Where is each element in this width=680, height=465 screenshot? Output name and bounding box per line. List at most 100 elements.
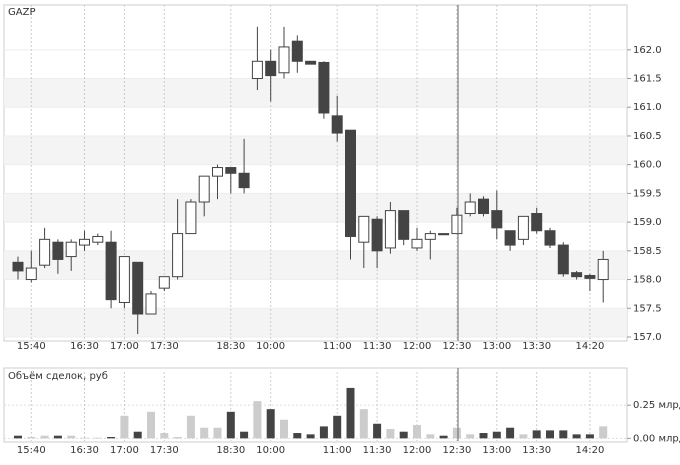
- candle-body: [411, 238, 423, 249]
- candle-body: [39, 238, 51, 266]
- volume-bar: [439, 435, 448, 439]
- candle-body: [504, 230, 516, 246]
- volume-bar: [80, 437, 89, 439]
- x-tick-label: 17:30: [150, 341, 179, 352]
- x-tick-label: 17:30: [150, 445, 179, 456]
- candle-body: [464, 201, 476, 214]
- candle-body: [118, 256, 130, 304]
- x-tick-label: 18:30: [216, 445, 245, 456]
- candle-body: [198, 175, 210, 203]
- candle-body: [571, 272, 583, 278]
- candle-body: [238, 172, 250, 189]
- volume-bar: [293, 433, 302, 439]
- volume-bar: [585, 434, 594, 439]
- x-tick-label: 13:30: [522, 445, 551, 456]
- candle-body: [584, 275, 596, 279]
- volume-bar: [266, 409, 275, 439]
- candle-body: [105, 241, 117, 301]
- y-tick-label: 157.5: [633, 303, 662, 314]
- candle-body: [92, 235, 104, 243]
- volume-bar: [413, 425, 421, 439]
- volume-bar: [160, 433, 169, 439]
- volume-bar: [27, 437, 36, 439]
- candle-body: [345, 129, 356, 237]
- y-tick-label: 161.0: [633, 102, 662, 113]
- chart-title: GAZP: [8, 7, 35, 18]
- y-tick-label: 158.5: [633, 246, 662, 257]
- candle-body: [597, 258, 609, 281]
- candle-body: [12, 261, 24, 272]
- candle-body: [265, 60, 277, 77]
- volume-bar: [599, 426, 608, 439]
- candle-body: [185, 201, 197, 235]
- candle-body: [517, 215, 529, 240]
- volume-bar: [519, 434, 528, 439]
- volume-bar: [506, 427, 515, 439]
- y-tick-label: 158.0: [633, 275, 662, 286]
- y-tick-label: 159.5: [633, 188, 662, 199]
- volume-bar: [173, 437, 182, 439]
- volume-bar: [186, 415, 195, 439]
- x-tick-label: 17:00: [110, 445, 139, 456]
- x-tick-label: 11:30: [363, 341, 392, 352]
- volume-bar: [53, 435, 62, 439]
- price-panel: [3, 4, 628, 342]
- volume-bar: [226, 411, 235, 439]
- y-tick-label: 161.5: [633, 74, 662, 85]
- volume-bar: [359, 409, 368, 439]
- y-tick-label: 160.5: [633, 131, 662, 142]
- grid-band: [4, 135, 627, 165]
- volume-bar: [319, 426, 328, 439]
- candle-body: [398, 210, 410, 240]
- x-tick-label: 12:00: [403, 341, 432, 352]
- volume-bar: [546, 430, 554, 439]
- candle-body: [331, 115, 343, 134]
- candle-body: [305, 60, 317, 65]
- volume-bar: [14, 435, 22, 439]
- x-tick-label: 16:30: [70, 445, 99, 456]
- candle-body: [358, 215, 370, 243]
- x-tick-label: 10:00: [256, 341, 285, 352]
- candle-body: [145, 293, 157, 315]
- candle-body: [251, 60, 263, 80]
- grid-band: [4, 308, 627, 337]
- candle-body: [79, 238, 90, 246]
- volume-bar: [386, 429, 395, 439]
- y-tick-label: 0.25 млрд: [633, 400, 680, 411]
- grid-band: [4, 250, 627, 280]
- volume-bar: [40, 435, 49, 439]
- x-tick-label: 13:30: [522, 341, 551, 352]
- candle-body: [384, 210, 396, 249]
- volume-bar: [492, 431, 501, 439]
- candle-body: [158, 276, 170, 289]
- candle-body: [65, 241, 77, 258]
- x-tick-label: 16:30: [70, 341, 99, 352]
- volume-title: Объём сделок, руб: [8, 371, 108, 382]
- volume-bar: [240, 431, 249, 439]
- candle-body: [318, 61, 330, 114]
- candle-body: [557, 244, 569, 275]
- volume-bar: [120, 415, 129, 439]
- volume-bar: [200, 427, 209, 439]
- volume-bar: [280, 419, 288, 439]
- volume-bar: [107, 437, 116, 439]
- y-tick-label: 160.0: [633, 160, 662, 171]
- x-tick-label: 10:00: [256, 445, 285, 456]
- volume-bar: [466, 434, 475, 439]
- y-tick-label: 159.0: [633, 217, 662, 228]
- x-tick-label: 17:00: [110, 341, 139, 352]
- volume-panel: [3, 367, 628, 443]
- volume-bar: [479, 433, 488, 439]
- x-tick-label: 15:40: [17, 445, 46, 456]
- candle-body: [544, 230, 556, 246]
- volume-bar: [253, 401, 262, 439]
- candle-body: [291, 40, 303, 62]
- candle-body: [371, 218, 383, 252]
- volume-bar: [532, 430, 541, 439]
- candle-body: [478, 198, 489, 214]
- x-tick-label: 13:00: [482, 445, 511, 456]
- volume-bar: [93, 437, 102, 439]
- candle-body: [132, 261, 144, 315]
- y-tick-label: 157.0: [633, 332, 662, 343]
- x-tick-label: 18:30: [216, 341, 245, 352]
